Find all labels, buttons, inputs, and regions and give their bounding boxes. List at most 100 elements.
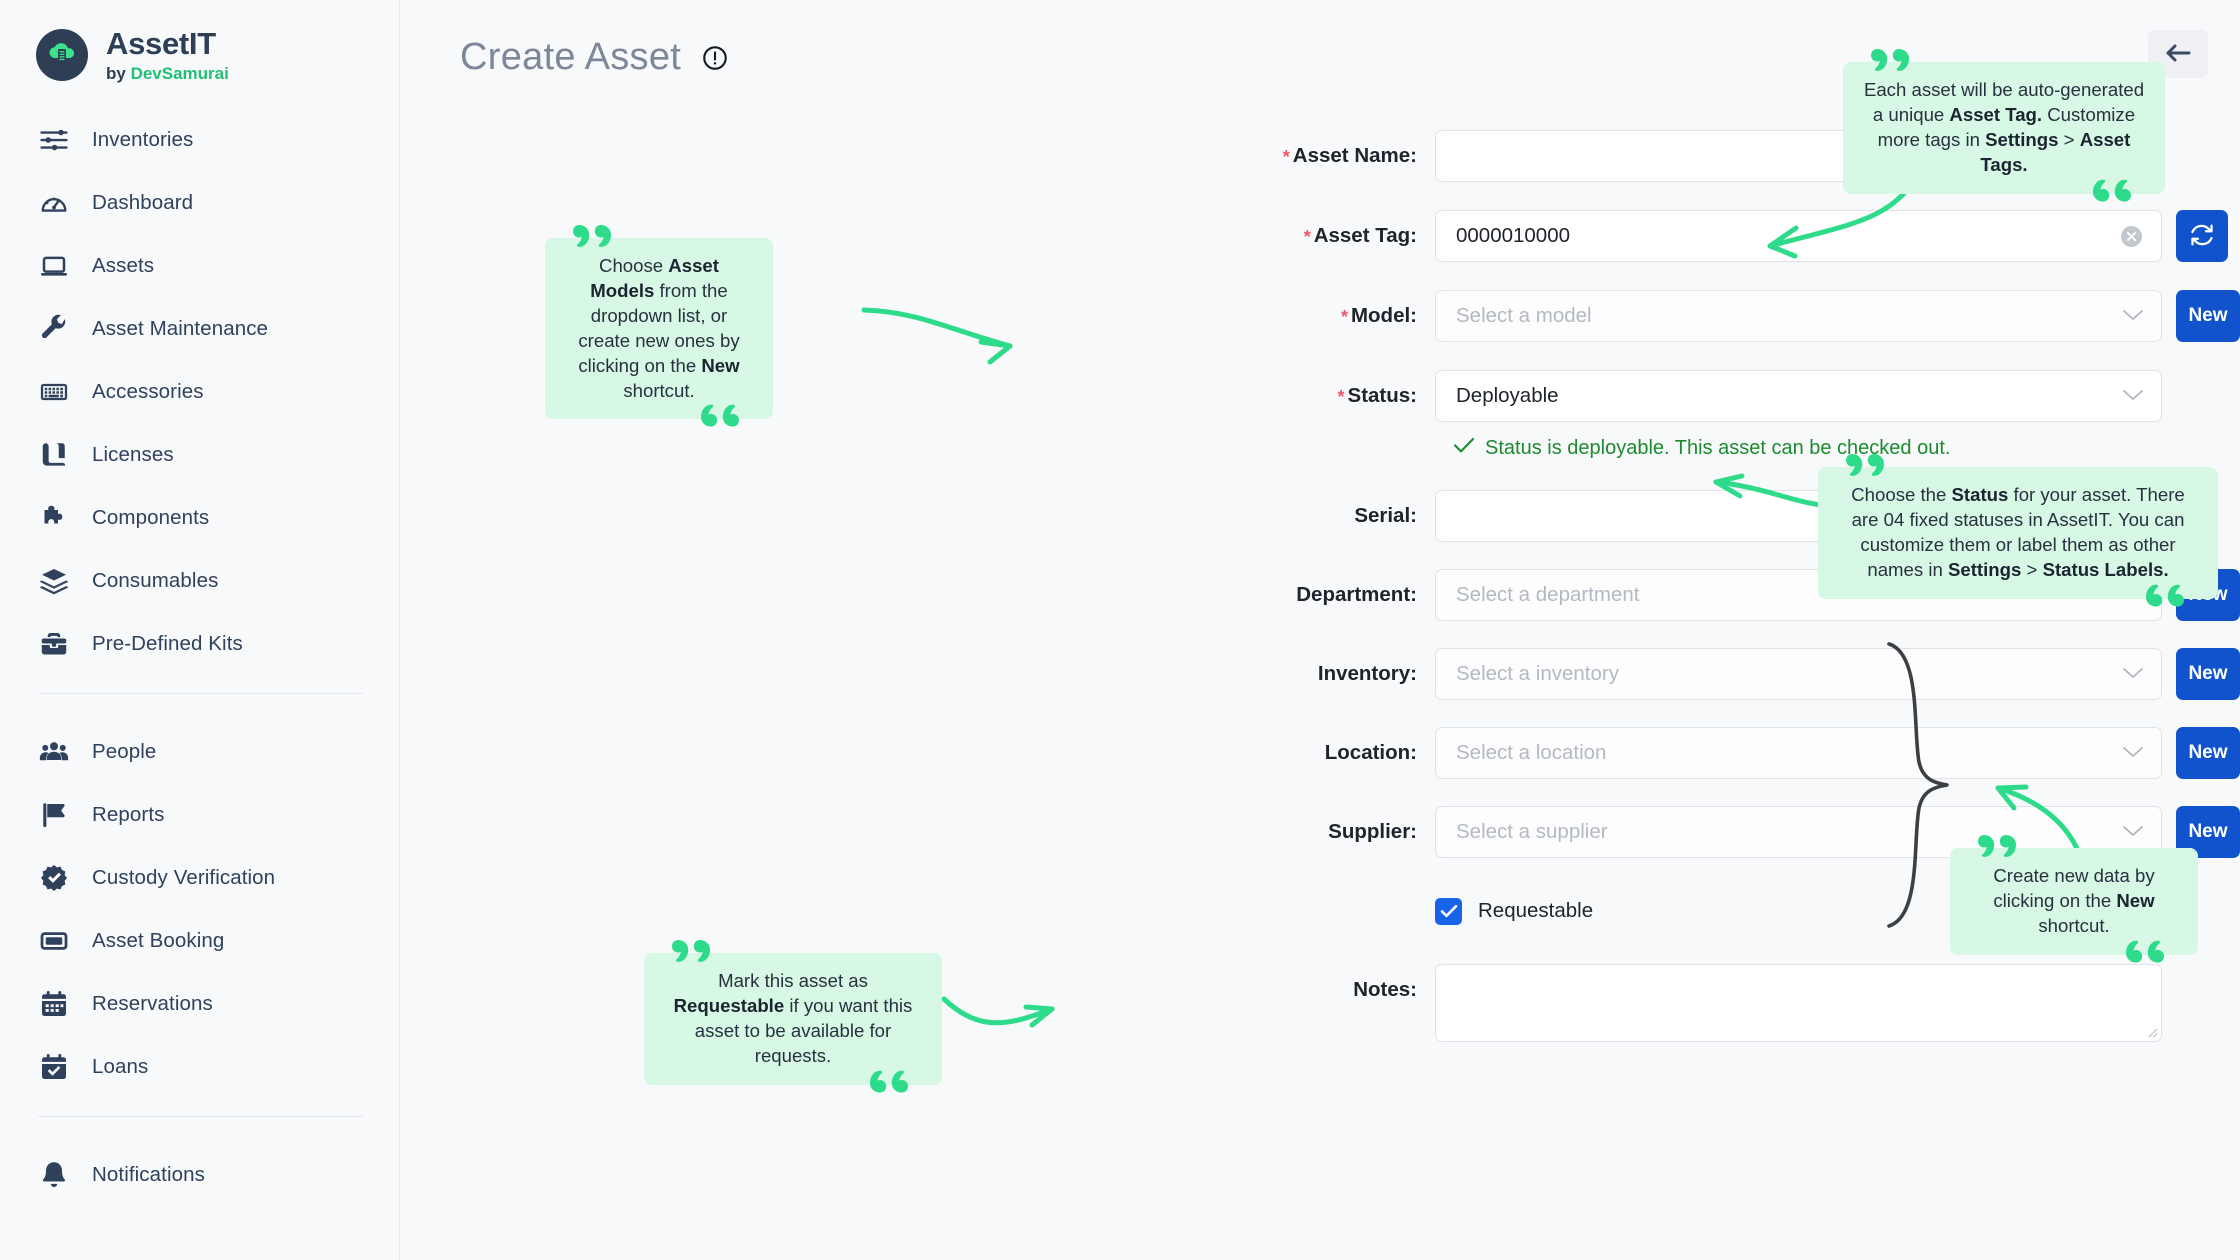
callout-model: Choose Asset Models from the dropdown li…	[545, 225, 773, 428]
quote-open-icon	[1978, 835, 2022, 865]
chevron-down-icon[interactable]	[2122, 308, 2144, 322]
ticket-icon	[38, 925, 70, 957]
sidebar-item-consumables[interactable]: Consumables	[0, 549, 399, 612]
field-label-status: * Status:	[1337, 384, 1418, 407]
layers-icon	[38, 565, 70, 597]
field-label-department: Department:	[1296, 583, 1417, 606]
quote-close-icon	[2093, 179, 2137, 209]
chevron-down-icon[interactable]	[2122, 666, 2144, 680]
sidebar-item-notifications[interactable]: Notifications	[0, 1143, 399, 1206]
brand-company: DevSamurai	[130, 64, 229, 83]
sidebar-item-people[interactable]: People	[0, 720, 399, 783]
new-button-model[interactable]: New	[2176, 290, 2240, 342]
quote-open-icon	[1846, 454, 1890, 484]
quote-close-icon	[870, 1070, 914, 1100]
sidebar-item-pre-defined-kits[interactable]: Pre-Defined Kits	[0, 612, 399, 675]
notes-textarea[interactable]	[1435, 964, 2162, 1042]
sidebar-item-label: Dashboard	[92, 190, 194, 214]
sidebar-item-asset-maintenance[interactable]: Asset Maintenance	[0, 297, 399, 360]
quote-close-icon	[2126, 940, 2170, 970]
form-row-location: Location: Select a location New	[400, 727, 2240, 779]
clear-icon[interactable]	[2121, 226, 2142, 247]
callout-asset-tag-text: Each asset will be auto-generated a uniq…	[1843, 62, 2165, 194]
sidebar-item-label: Pre-Defined Kits	[92, 631, 243, 655]
sidebar-item-label: Asset Booking	[92, 928, 225, 952]
sidebar-item-reservations[interactable]: Reservations	[0, 972, 399, 1035]
refresh-icon	[2189, 222, 2215, 251]
sidebar-divider	[38, 693, 363, 694]
inventory-input[interactable]: Select a inventory	[1435, 648, 2162, 700]
sidebar-item-label: Notifications	[92, 1162, 205, 1186]
field-label-inventory: Inventory:	[1317, 662, 1417, 685]
field-control-inventory: Select a inventory	[1435, 648, 2162, 700]
check-icon	[1453, 436, 1475, 460]
field-control-status: Deployable	[1435, 370, 2162, 422]
chevron-down-icon[interactable]	[2122, 388, 2144, 402]
model-input[interactable]: Select a model	[1435, 290, 2162, 342]
people-icon	[38, 736, 70, 768]
requestable-control: Requestable	[1435, 885, 2162, 937]
required-marker: *	[1282, 147, 1290, 167]
field-control-notes	[1435, 964, 2162, 1042]
sidebar-item-loans[interactable]: Loans	[0, 1035, 399, 1098]
sidebar-item-label: Licenses	[92, 442, 174, 466]
form-row-inventory: Inventory: Select a inventory New	[400, 648, 2240, 700]
field-label-model: * Model:	[1340, 304, 1417, 327]
sidebar-item-reports[interactable]: Reports	[0, 783, 399, 846]
chevron-down-icon[interactable]	[2122, 745, 2144, 759]
required-marker: *	[1303, 227, 1311, 247]
arrow-left-icon	[2164, 42, 2192, 67]
sidebar-item-dashboard[interactable]: Dashboard	[0, 171, 399, 234]
location-input[interactable]: Select a location	[1435, 727, 2162, 779]
field-label-location: Location:	[1324, 741, 1417, 764]
sidebar-item-label: Reports	[92, 802, 165, 826]
form-row-model: * Model: Select a model New	[400, 290, 2240, 343]
sidebar-item-components[interactable]: Components	[0, 486, 399, 549]
keyboard-icon	[38, 376, 70, 408]
sidebar-item-assets[interactable]: Assets	[0, 234, 399, 297]
sidebar-divider	[38, 1116, 363, 1117]
sidebar-item-label: Accessories	[92, 379, 204, 403]
required-marker: *	[1340, 307, 1348, 327]
page-header: Create Asset	[400, 0, 2240, 79]
field-label-supplier: Supplier:	[1328, 820, 1417, 843]
required-marker: *	[1337, 387, 1345, 407]
refresh-asset-tag-button[interactable]	[2176, 210, 2228, 262]
supplier-value: Select a supplier	[1456, 820, 1608, 843]
inventory-value: Select a inventory	[1456, 662, 1619, 685]
callout-model-text: Choose Asset Models from the dropdown li…	[545, 238, 773, 420]
requestable-checkbox[interactable]	[1435, 897, 1462, 925]
sidebar-item-custody-verification[interactable]: Custody Verification	[0, 846, 399, 909]
sidebar-group: Inventories Dashboard Assets Asset Maintena…	[0, 108, 399, 675]
sidebar-group: People Reports Custody Verification Asset B…	[0, 720, 399, 1098]
requestable-label: Requestable	[1478, 899, 1594, 922]
callout-status-text: Choose the Status for your asset. There …	[1818, 467, 2218, 599]
status-input[interactable]: Deployable	[1435, 370, 2162, 422]
sidebar-item-label: Reservations	[92, 991, 213, 1015]
new-button-inventory[interactable]: New	[2176, 648, 2240, 700]
sidebar-item-accessories[interactable]: Accessories	[0, 360, 399, 423]
status-note-text: Status is deployable. This asset can be …	[1485, 436, 1951, 459]
brand[interactable]: AssetIT by DevSamurai	[0, 0, 399, 82]
form-row-requestable: Requestable	[400, 885, 2240, 937]
quote-close-icon	[2146, 584, 2190, 614]
callout-status: Choose the Status for your asset. There …	[1818, 454, 2218, 607]
sidebar-item-asset-booking[interactable]: Asset Booking	[0, 909, 399, 972]
callout-requestable: Mark this asset as Requestable if you wa…	[644, 940, 942, 1093]
flag-icon	[38, 799, 70, 831]
model-value: Select a model	[1456, 304, 1592, 327]
info-circle-icon[interactable]	[701, 44, 729, 72]
toolbox-icon	[38, 628, 70, 660]
sidebar-item-licenses[interactable]: Licenses	[0, 423, 399, 486]
chevron-down-icon[interactable]	[2122, 824, 2144, 838]
location-value: Select a location	[1456, 741, 1607, 764]
callout-asset-tag: Each asset will be auto-generated a uniq…	[1843, 49, 2165, 202]
wrench-icon	[38, 313, 70, 345]
sidebar-item-inventories[interactable]: Inventories	[0, 108, 399, 171]
asset-tag-input[interactable]: 0000010000	[1435, 210, 2162, 262]
sidebar-item-label: Components	[92, 505, 210, 529]
badge-check-icon	[38, 862, 70, 894]
field-label-serial: Serial:	[1354, 504, 1417, 527]
resize-grip-icon[interactable]	[2145, 1025, 2158, 1038]
new-button-location[interactable]: New	[2176, 727, 2240, 779]
